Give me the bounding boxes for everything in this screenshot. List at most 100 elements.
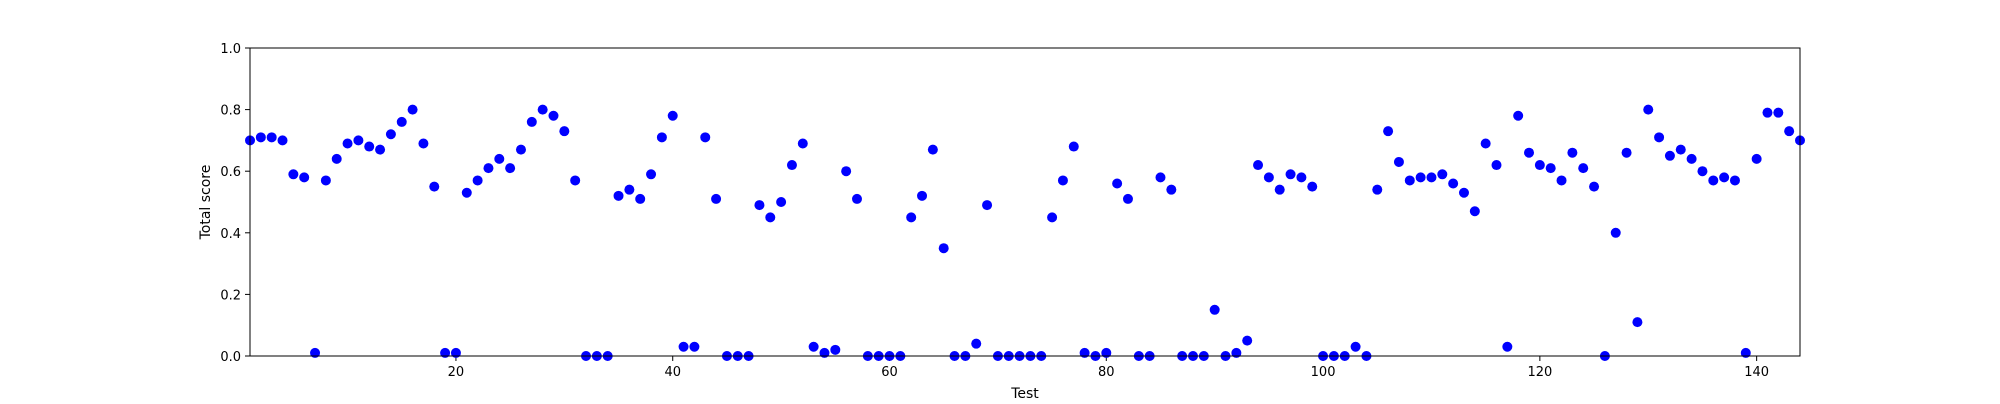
y-axis-ticks: 0.0 0.2 0.4 0.6 0.8 1.0 bbox=[220, 42, 250, 365]
data-point bbox=[342, 138, 353, 149]
data-point bbox=[1578, 163, 1589, 174]
data-point bbox=[613, 190, 624, 201]
data-point bbox=[1426, 172, 1437, 183]
data-point bbox=[1469, 206, 1480, 217]
data-point bbox=[786, 160, 797, 171]
data-point bbox=[906, 212, 917, 223]
data-point bbox=[494, 153, 505, 164]
data-point bbox=[1242, 335, 1253, 346]
data-point bbox=[711, 193, 722, 204]
data-point bbox=[1502, 341, 1513, 352]
data-point bbox=[1263, 172, 1274, 183]
data-point bbox=[266, 132, 277, 143]
data-point bbox=[1589, 181, 1600, 192]
data-point bbox=[1079, 347, 1090, 358]
data-point bbox=[1524, 147, 1535, 158]
data-point bbox=[1166, 184, 1177, 195]
data-point bbox=[635, 193, 646, 204]
data-point bbox=[310, 347, 321, 358]
data-point bbox=[1307, 181, 1318, 192]
data-point bbox=[1101, 347, 1112, 358]
data-point bbox=[917, 190, 928, 201]
data-point bbox=[1686, 153, 1697, 164]
data-point bbox=[1654, 132, 1665, 143]
data-point bbox=[624, 184, 635, 195]
x-tick-label: 120 bbox=[1527, 365, 1552, 380]
data-point bbox=[1545, 163, 1556, 174]
data-point bbox=[841, 166, 852, 177]
data-point bbox=[1719, 172, 1730, 183]
data-point bbox=[515, 144, 526, 155]
data-point bbox=[472, 175, 483, 186]
x-tick-label: 40 bbox=[664, 365, 681, 380]
data-point bbox=[1751, 153, 1762, 164]
data-point bbox=[1068, 141, 1079, 152]
data-point bbox=[288, 169, 299, 180]
data-point bbox=[331, 153, 342, 164]
data-point bbox=[808, 341, 819, 352]
data-point bbox=[255, 132, 266, 143]
y-axis-label: Total score bbox=[198, 165, 214, 241]
data-point bbox=[1372, 184, 1383, 195]
data-point bbox=[1415, 172, 1426, 183]
data-point bbox=[1643, 104, 1654, 115]
x-tick-label: 80 bbox=[1098, 365, 1115, 380]
data-point bbox=[1393, 156, 1404, 167]
data-point bbox=[1057, 175, 1068, 186]
data-point bbox=[299, 172, 310, 183]
data-point bbox=[1534, 160, 1545, 171]
data-point bbox=[440, 347, 451, 358]
data-point bbox=[765, 212, 776, 223]
data-point bbox=[1675, 144, 1686, 155]
data-point bbox=[927, 144, 938, 155]
data-point bbox=[537, 104, 548, 115]
data-point bbox=[754, 200, 765, 211]
data-point bbox=[667, 110, 678, 121]
data-point bbox=[1740, 347, 1751, 358]
data-point bbox=[646, 169, 657, 180]
data-point bbox=[689, 341, 700, 352]
data-point bbox=[1784, 126, 1795, 137]
data-point bbox=[1610, 227, 1621, 238]
data-point bbox=[1122, 193, 1133, 204]
data-points bbox=[245, 104, 1805, 361]
x-tick-label: 140 bbox=[1744, 365, 1769, 380]
data-point bbox=[1296, 172, 1307, 183]
data-point bbox=[1632, 317, 1643, 328]
data-point bbox=[375, 144, 386, 155]
data-point bbox=[483, 163, 494, 174]
data-point bbox=[320, 175, 331, 186]
data-point bbox=[450, 347, 461, 358]
y-tick-label: 0.2 bbox=[220, 288, 241, 303]
data-point bbox=[700, 132, 711, 143]
data-point bbox=[938, 243, 949, 254]
data-point bbox=[1209, 304, 1220, 315]
y-tick-label: 0.8 bbox=[220, 104, 241, 119]
data-point bbox=[353, 135, 364, 146]
data-point bbox=[559, 126, 570, 137]
data-point bbox=[396, 116, 407, 127]
data-point bbox=[1697, 166, 1708, 177]
data-point bbox=[982, 200, 993, 211]
y-tick-label: 0.4 bbox=[220, 227, 241, 242]
data-point bbox=[1567, 147, 1578, 158]
data-point bbox=[1274, 184, 1285, 195]
data-point bbox=[1350, 341, 1361, 352]
data-point bbox=[505, 163, 516, 174]
data-point bbox=[1155, 172, 1166, 183]
data-point bbox=[1437, 169, 1448, 180]
data-point bbox=[1513, 110, 1524, 121]
data-point bbox=[385, 129, 396, 140]
x-axis-ticks: 20 40 60 80 100 120 140 bbox=[448, 356, 1769, 380]
data-point bbox=[429, 181, 440, 192]
data-point bbox=[418, 138, 429, 149]
data-point bbox=[1556, 175, 1567, 186]
y-tick-label: 0.0 bbox=[220, 350, 241, 365]
data-point bbox=[1491, 160, 1502, 171]
data-point bbox=[819, 347, 830, 358]
data-point bbox=[656, 132, 667, 143]
data-point bbox=[548, 110, 559, 121]
